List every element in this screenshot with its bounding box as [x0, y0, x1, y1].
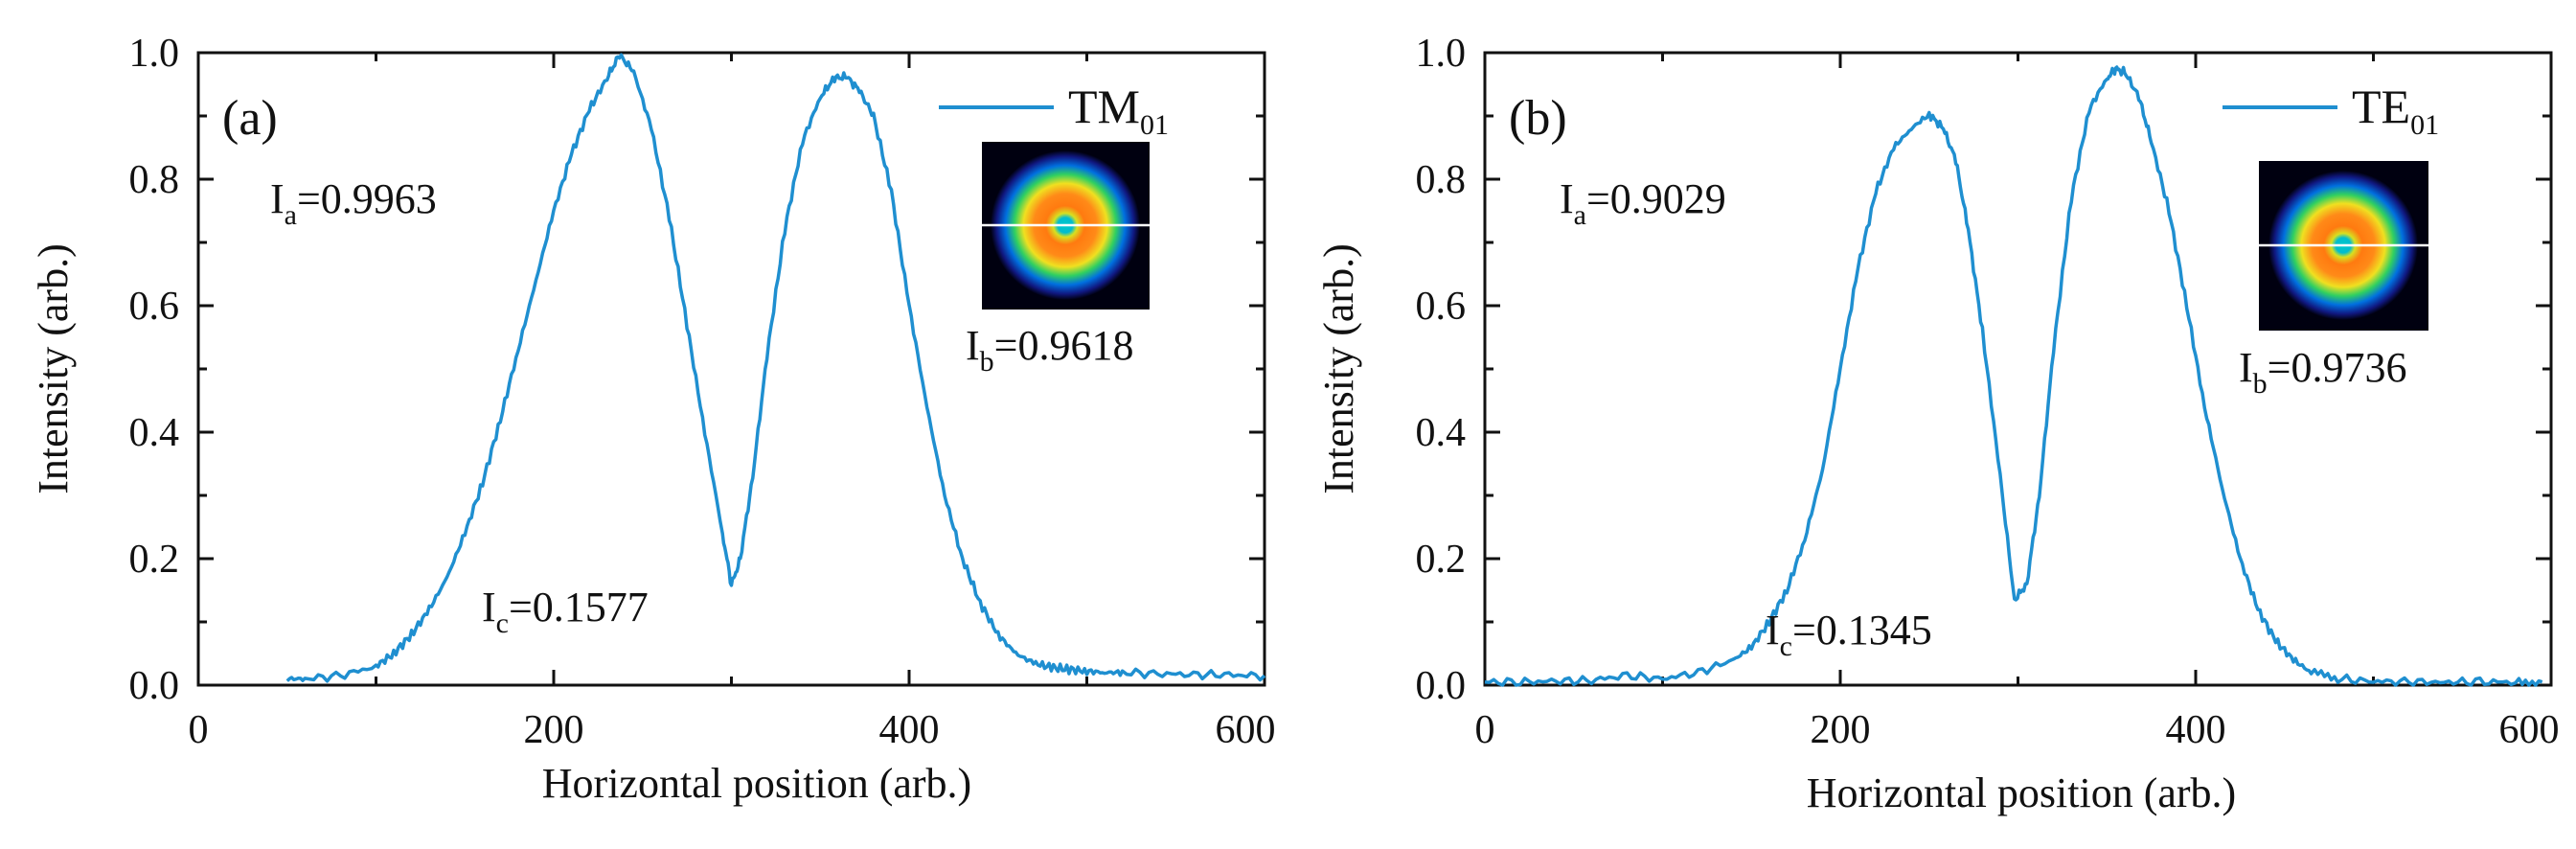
y-tick-label: 0.6: [129, 285, 180, 329]
y-tick-label: 0.0: [129, 664, 180, 708]
y-tick-label: 1.0: [129, 32, 180, 76]
panel-label: (b): [1509, 91, 1567, 146]
panel-label: (a): [222, 91, 278, 146]
beam-profile-inset: [982, 142, 1150, 310]
annotation-ia: Ia=0.9029: [1560, 175, 1726, 231]
annotation-ia: Ia=0.9963: [270, 175, 437, 231]
y-tick-label: 0.2: [129, 538, 180, 582]
x-tick-label: 600: [1216, 708, 1276, 752]
legend-label: TE01: [2352, 80, 2439, 141]
y-tick-label: 0.4: [1416, 411, 1467, 455]
y-tick-label: 0.6: [1416, 285, 1467, 329]
y-tick-label: 0.8: [1416, 158, 1467, 202]
x-tick-label: 400: [879, 708, 940, 752]
y-tick-label: 1.0: [1416, 32, 1467, 76]
annotation-ib: Ib=0.9736: [2239, 344, 2406, 400]
x-tick-labels: 0 200 400 600: [1475, 708, 2560, 752]
x-tick-label: 0: [189, 708, 209, 752]
y-tick-label: 0.8: [129, 158, 180, 202]
annotation-ic: Ic=0.1577: [482, 584, 649, 639]
panel-b: 0.0 0.2 0.4 0.6 0.8 1.0 0 200 400 600 Ho…: [1315, 32, 2560, 816]
x-tick-label: 200: [1811, 708, 1871, 752]
panel-a: 0.0 0.2 0.4 0.6 0.8 1.0 0 200 400 600 Ho…: [30, 32, 1276, 807]
x-tick-label: 600: [2499, 708, 2560, 752]
y-axis-label: Intensity (arb.): [1315, 243, 1362, 493]
legend-label: TM01: [1068, 80, 1169, 141]
x-tick-labels: 0 200 400 600: [189, 708, 1276, 752]
x-tick-label: 0: [1475, 708, 1495, 752]
series-line-tm01: [285, 53, 1266, 683]
y-tick-label: 0.0: [1416, 664, 1467, 708]
annotation-ic: Ic=0.1345: [1766, 607, 1932, 662]
y-tick-label: 0.2: [1416, 538, 1467, 582]
beam-profile-inset: [2259, 161, 2428, 331]
x-axis-label: Horizontal position (arb.): [1807, 769, 2236, 816]
y-tick-label: 0.4: [129, 411, 180, 455]
annotation-ib: Ib=0.9618: [966, 322, 1133, 378]
x-tick-label: 200: [524, 708, 584, 752]
tick-marks: [1483, 51, 2553, 687]
y-tick-labels: 0.0 0.2 0.4 0.6 0.8 1.0: [1416, 32, 1467, 708]
series-line-te01: [1484, 65, 2543, 687]
y-axis-label: Intensity (arb.): [30, 243, 77, 493]
y-tick-labels: 0.0 0.2 0.4 0.6 0.8 1.0: [129, 32, 180, 708]
x-axis-label: Horizontal position (arb.): [542, 760, 971, 807]
x-tick-label: 400: [2166, 708, 2226, 752]
